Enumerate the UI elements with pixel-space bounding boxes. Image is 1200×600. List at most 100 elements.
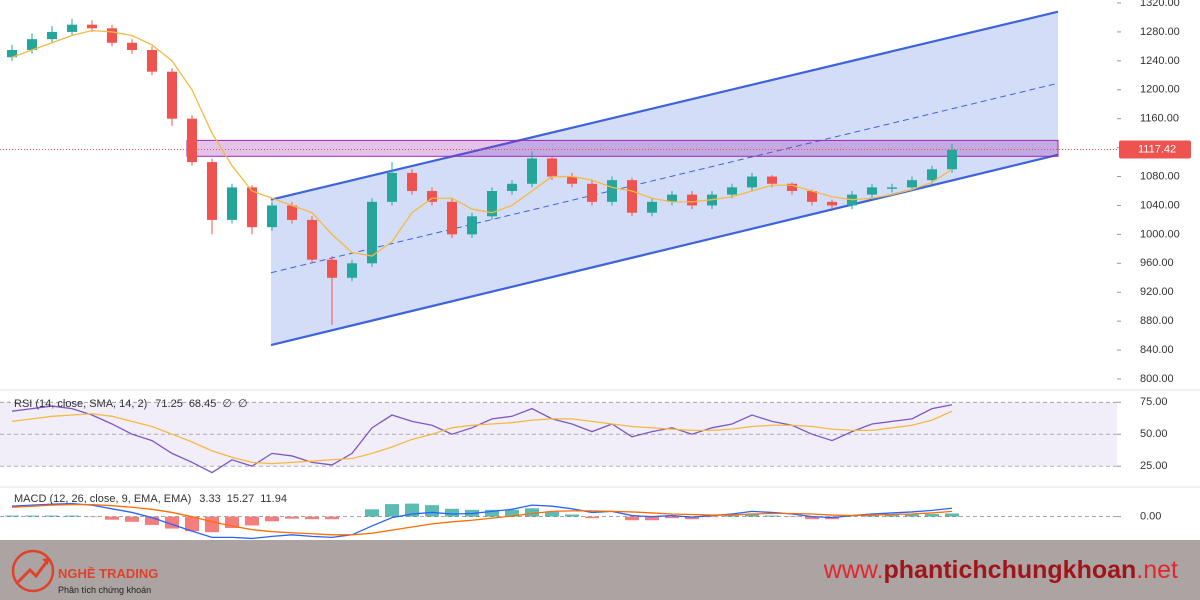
- candle-body: [387, 172, 397, 202]
- candle-body: [87, 24, 97, 29]
- histogram-bar: [445, 508, 459, 517]
- candle-body: [507, 183, 517, 191]
- histogram-bar: [505, 509, 519, 517]
- histogram-bar: [645, 516, 659, 521]
- candle-body: [687, 194, 697, 206]
- candle-body: [547, 158, 557, 177]
- histogram-bar: [585, 516, 599, 519]
- channel-middle: [270, 82, 1059, 274]
- histogram-bar: [665, 516, 679, 519]
- histogram-bar: [905, 514, 919, 517]
- candle-body: [27, 39, 37, 50]
- candle-body: [467, 216, 477, 235]
- candle-body: [647, 201, 657, 213]
- candle-body: [47, 31, 57, 40]
- candle-body: [447, 201, 457, 235]
- candle-body: [407, 172, 417, 191]
- candle-body: [67, 24, 77, 32]
- y-tick-label: 75.00: [1140, 396, 1168, 408]
- histogram-bar: [865, 515, 879, 517]
- candle-body: [227, 187, 237, 220]
- candle-body: [307, 219, 317, 260]
- y-tick-label: 960.00: [1140, 257, 1174, 269]
- candle-body: [587, 183, 597, 202]
- website: www.phantichchungkhoan.net: [824, 556, 1178, 585]
- y-tick-label: 800.00: [1140, 373, 1174, 385]
- candle-body: [7, 50, 17, 58]
- channel-upper: [270, 10, 1059, 201]
- histogram-bar: [565, 514, 579, 517]
- logo-icon: [11, 549, 55, 593]
- site-part: .net: [1136, 556, 1178, 584]
- indicator-value: ∅: [222, 398, 232, 410]
- histogram-bar: [65, 515, 79, 517]
- histogram-bar: [425, 505, 439, 517]
- rsi-line: [11, 410, 953, 465]
- footer: NGHỀ TRADING Phân tích chứng khoán www.p…: [0, 540, 1200, 600]
- candle-body: [787, 183, 797, 191]
- candle-body: [487, 191, 497, 217]
- candle-body: [747, 176, 757, 188]
- y-tick-label: 25.00: [1140, 460, 1168, 472]
- brand: NGHỀ TRADING: [58, 566, 159, 581]
- site-part: phantichchungkhoan: [883, 556, 1137, 584]
- y-tick-label: 1160.00: [1140, 113, 1179, 125]
- indicator-value: 3.33: [199, 493, 220, 505]
- histogram-bar: [385, 504, 399, 517]
- site-part: www.: [823, 556, 884, 584]
- channel-lower: [270, 153, 1059, 347]
- y-tick-label: 840.00: [1140, 344, 1174, 356]
- candle-body: [367, 201, 377, 264]
- histogram-bar: [705, 516, 719, 518]
- y-tick-label: 1240.00: [1140, 55, 1180, 67]
- macd-line: [11, 503, 953, 536]
- candle-body: [267, 205, 277, 228]
- histogram-bar: [885, 515, 899, 517]
- histogram-bar: [245, 516, 259, 526]
- candle-body: [427, 191, 437, 202]
- candle-body: [727, 187, 737, 195]
- histogram-bar: [685, 516, 699, 520]
- histogram-bar: [765, 515, 779, 517]
- candle-body: [927, 169, 937, 181]
- candle-body: [207, 162, 217, 220]
- indicator-value: 15.27: [227, 493, 255, 505]
- rsi-band: [0, 402, 1117, 467]
- histogram-bar: [205, 516, 219, 533]
- histogram-bar: [805, 516, 819, 520]
- histogram-bar: [725, 515, 739, 517]
- candle-body: [807, 191, 817, 202]
- histogram-bar: [545, 511, 559, 517]
- histogram-bar: [125, 516, 139, 522]
- histogram-bar: [285, 516, 299, 519]
- y-tick-label: 880.00: [1140, 315, 1174, 327]
- indicator-value: 11.94: [260, 493, 287, 505]
- candle-body: [347, 263, 357, 278]
- histogram-bar: [745, 514, 759, 517]
- y-tick-label: 1080.00: [1140, 170, 1180, 182]
- sma-line: [11, 29, 953, 257]
- y-tick-label: 0.00: [1140, 511, 1161, 523]
- histogram-bar: [485, 509, 499, 517]
- histogram-bar: [325, 516, 339, 520]
- histogram-bar: [165, 516, 179, 529]
- macd-line: [11, 502, 953, 540]
- y-tick-label: 1040.00: [1140, 199, 1180, 211]
- candle-body: [607, 180, 617, 202]
- histogram-bar: [145, 516, 159, 525]
- indicator-value: 68.45: [189, 398, 217, 410]
- candle-body: [667, 194, 677, 202]
- last-price-box: [1119, 140, 1191, 159]
- chart: 800.00 840.00 880.00 920.00 960.00 1000.00 104…: [0, 0, 1200, 540]
- y-tick-label: 1280.00: [1140, 26, 1180, 38]
- tagline: Phân tích chứng khoán: [58, 585, 152, 595]
- candle-body: [627, 180, 637, 213]
- indicator-value: 71.25: [155, 398, 183, 410]
- candle-body: [867, 187, 877, 195]
- histogram-bar: [925, 514, 939, 517]
- histogram-bar: [365, 509, 379, 517]
- histogram-bar: [105, 516, 119, 520]
- y-tick-label: 920.00: [1140, 286, 1174, 298]
- candle-body: [127, 42, 137, 50]
